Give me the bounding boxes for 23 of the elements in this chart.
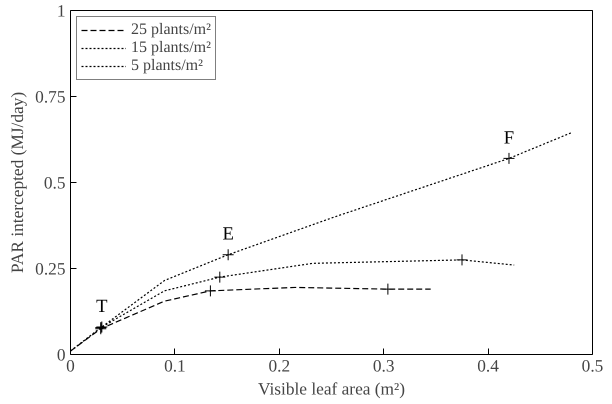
point	[214, 271, 226, 284]
y-tick-label: 0.5	[44, 174, 66, 192]
point	[456, 254, 468, 266]
y-tick-label: 0.25	[35, 260, 66, 278]
legend-label: 25 plants/m²	[131, 21, 211, 39]
x-tick-label: 0.2	[268, 356, 290, 376]
annotation: F	[504, 127, 514, 148]
x-axis-title: Visible leaf area (m²)	[258, 380, 406, 398]
x-tick-label: 0.1	[164, 356, 186, 376]
point	[382, 283, 394, 296]
annotation: T	[96, 296, 108, 317]
legend-label: 15 plants/m²	[131, 39, 211, 57]
y-tick-label: 0.75	[35, 88, 66, 106]
x-tick-label: 0.5	[582, 356, 604, 376]
annotation: E	[222, 224, 234, 245]
x-tick-label: 0.3	[372, 356, 395, 376]
point	[502, 152, 515, 164]
x-tick-label: 0.4	[477, 356, 500, 376]
y-tick-label: 1	[56, 2, 66, 20]
point	[204, 284, 216, 297]
legend-label: 5 plants/m²	[131, 57, 203, 75]
point	[222, 248, 234, 261]
y-axis-title: PAR intercepted (MJ/day)	[8, 92, 28, 274]
